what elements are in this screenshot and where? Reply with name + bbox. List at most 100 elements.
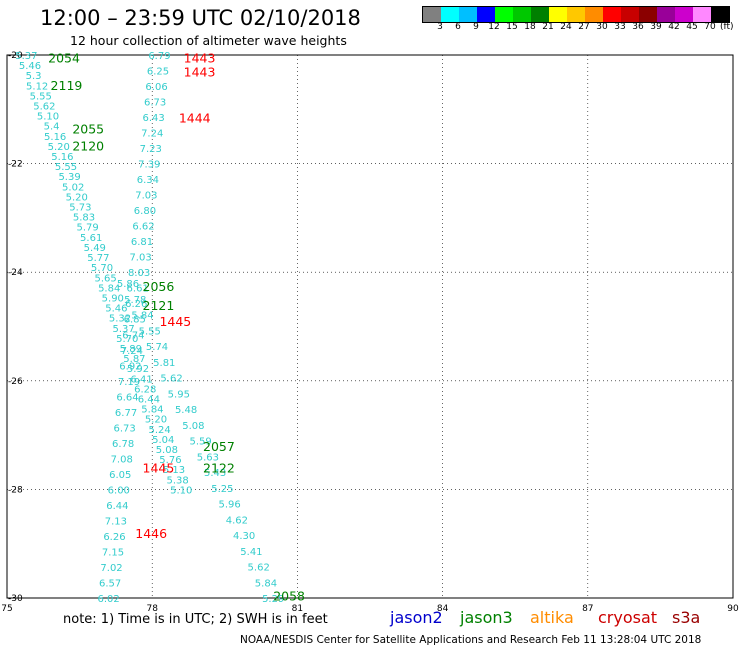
swh-value: 5.20 — [145, 415, 167, 426]
swh-value: 6.41 — [130, 374, 152, 385]
color-swatch — [585, 7, 603, 22]
swh-value: 7.23 — [140, 144, 162, 155]
color-scale-tick: 33 — [614, 22, 626, 32]
swh-value: 6.26 — [103, 532, 125, 543]
color-scale-tick: 6 — [455, 22, 461, 32]
map-subtitle: 12 hour collection of altimeter wave hei… — [70, 33, 347, 48]
legend-item-jason3: jason3 — [460, 608, 513, 627]
swh-value: 5.79 — [76, 223, 98, 234]
swh-value: 5.84 — [98, 283, 120, 294]
swh-value: 5.43 — [204, 468, 226, 479]
swh-value: 5.76 — [159, 455, 181, 466]
swh-value: 5.89 — [120, 344, 142, 355]
swh-value: 6.26 — [125, 299, 147, 310]
swh-value: 6.34 — [137, 175, 159, 186]
color-swatch — [549, 7, 567, 22]
pass-time-label: 1443 — [184, 64, 216, 79]
swh-value: 5.65 — [94, 273, 116, 284]
color-scale-tick: 15 — [506, 22, 518, 32]
swh-value: 6.85 — [124, 315, 146, 326]
color-scale-unit: (ft) — [720, 22, 734, 32]
color-swatch — [531, 7, 549, 22]
legend-item-jason2: jason2 — [390, 608, 443, 627]
color-swatch — [441, 7, 459, 22]
swh-value: 5.08 — [182, 421, 204, 432]
color-scale-tick: 70 — [704, 22, 716, 32]
pass-time-label: 2119 — [51, 78, 83, 93]
color-swatch — [621, 7, 639, 22]
color-swatch — [657, 7, 675, 22]
color-swatch — [477, 7, 495, 22]
swh-value: 6.64 — [116, 392, 138, 403]
swh-value: 6.44 — [138, 394, 160, 405]
swh-value: 5.61 — [80, 233, 102, 244]
swh-value: 6.62 — [132, 222, 154, 233]
swh-value: 5.13 — [163, 465, 185, 476]
color-scale-bar — [422, 6, 730, 23]
swh-value: 6.74 — [122, 330, 144, 341]
swh-value: 5.55 — [30, 91, 52, 102]
swh-value: 5.62 — [160, 374, 182, 385]
map-frame — [6, 54, 734, 599]
swh-value: 7.39 — [138, 160, 160, 171]
swh-value: 5.77 — [87, 253, 109, 264]
credit-line: NOAA/NESDIS Center for Satellite Applica… — [240, 634, 702, 646]
swh-value: 6.77 — [115, 408, 137, 419]
swh-value: 5.73 — [69, 203, 91, 214]
swh-value: 5.48 — [175, 405, 197, 416]
swh-value: 6.73 — [144, 98, 166, 109]
swh-value: 5.70 — [91, 263, 113, 274]
swh-value: 5.38 — [167, 475, 189, 486]
pass-time-label: 2055 — [72, 121, 104, 136]
swh-value: 5.84 — [131, 311, 153, 322]
swh-value: 5.83 — [73, 213, 95, 224]
lat-tick-label: -22 — [8, 160, 23, 170]
color-swatch — [675, 7, 693, 22]
swh-value: 5.37 — [15, 51, 37, 62]
color-scale-tick: 9 — [473, 22, 479, 32]
swh-value: 5.3 — [26, 71, 42, 82]
swh-value: 6.80 — [134, 206, 156, 217]
swh-value: 5.37 — [112, 324, 134, 335]
color-scale-tick: 45 — [686, 22, 698, 32]
swh-value: 5.46 — [105, 304, 127, 315]
swh-value: 5.39 — [58, 172, 80, 183]
color-swatch — [693, 7, 711, 22]
swh-value: 5.46 — [19, 61, 41, 72]
color-scale-tick: 18 — [524, 22, 536, 32]
swh-value: 6.73 — [113, 423, 135, 434]
legend-item-s3a: s3a — [672, 608, 701, 627]
swh-value: 5.41 — [240, 547, 262, 558]
swh-value: 5.10 — [170, 485, 192, 496]
swh-value: 6.78 — [112, 439, 134, 450]
pass-time-label: 1445 — [159, 314, 191, 329]
legend-item-cryosat: cryosat — [598, 608, 658, 627]
swh-value: 5.08 — [156, 445, 178, 456]
swh-value: 5.62 — [33, 102, 55, 113]
swh-value: 4.30 — [233, 531, 255, 542]
color-swatch — [603, 7, 621, 22]
swh-value: 5.78 — [124, 295, 146, 306]
swh-value: 6.79 — [148, 51, 170, 62]
color-scale-tick: 27 — [578, 22, 590, 32]
swh-value: 5.84 — [141, 405, 163, 416]
lat-tick-label: -28 — [8, 485, 23, 495]
swh-value: 6.57 — [99, 578, 121, 589]
swh-value: 5.20 — [48, 142, 70, 153]
color-scale-tick: 12 — [488, 22, 500, 32]
swh-value: 5.55 — [55, 162, 77, 173]
swh-value: 5.86 — [117, 279, 139, 290]
swh-value: 5.20 — [66, 192, 88, 203]
map-title: 12:00 – 23:59 UTC 02/10/2018 — [40, 6, 361, 30]
swh-value: 7.13 — [105, 516, 127, 527]
pass-time-label: 2057 — [203, 439, 235, 454]
swh-value: 5.81 — [153, 358, 175, 369]
swh-value: 6.06 — [145, 82, 167, 93]
color-scale-tick: 36 — [632, 22, 644, 32]
swh-value: 6.43 — [143, 113, 165, 124]
pass-time-label: 2120 — [72, 139, 104, 154]
swh-value: 7.08 — [111, 454, 133, 465]
swh-value: 5.04 — [152, 435, 174, 446]
swh-value: 6.02 — [98, 594, 120, 605]
swh-value: 5.62 — [248, 563, 270, 574]
